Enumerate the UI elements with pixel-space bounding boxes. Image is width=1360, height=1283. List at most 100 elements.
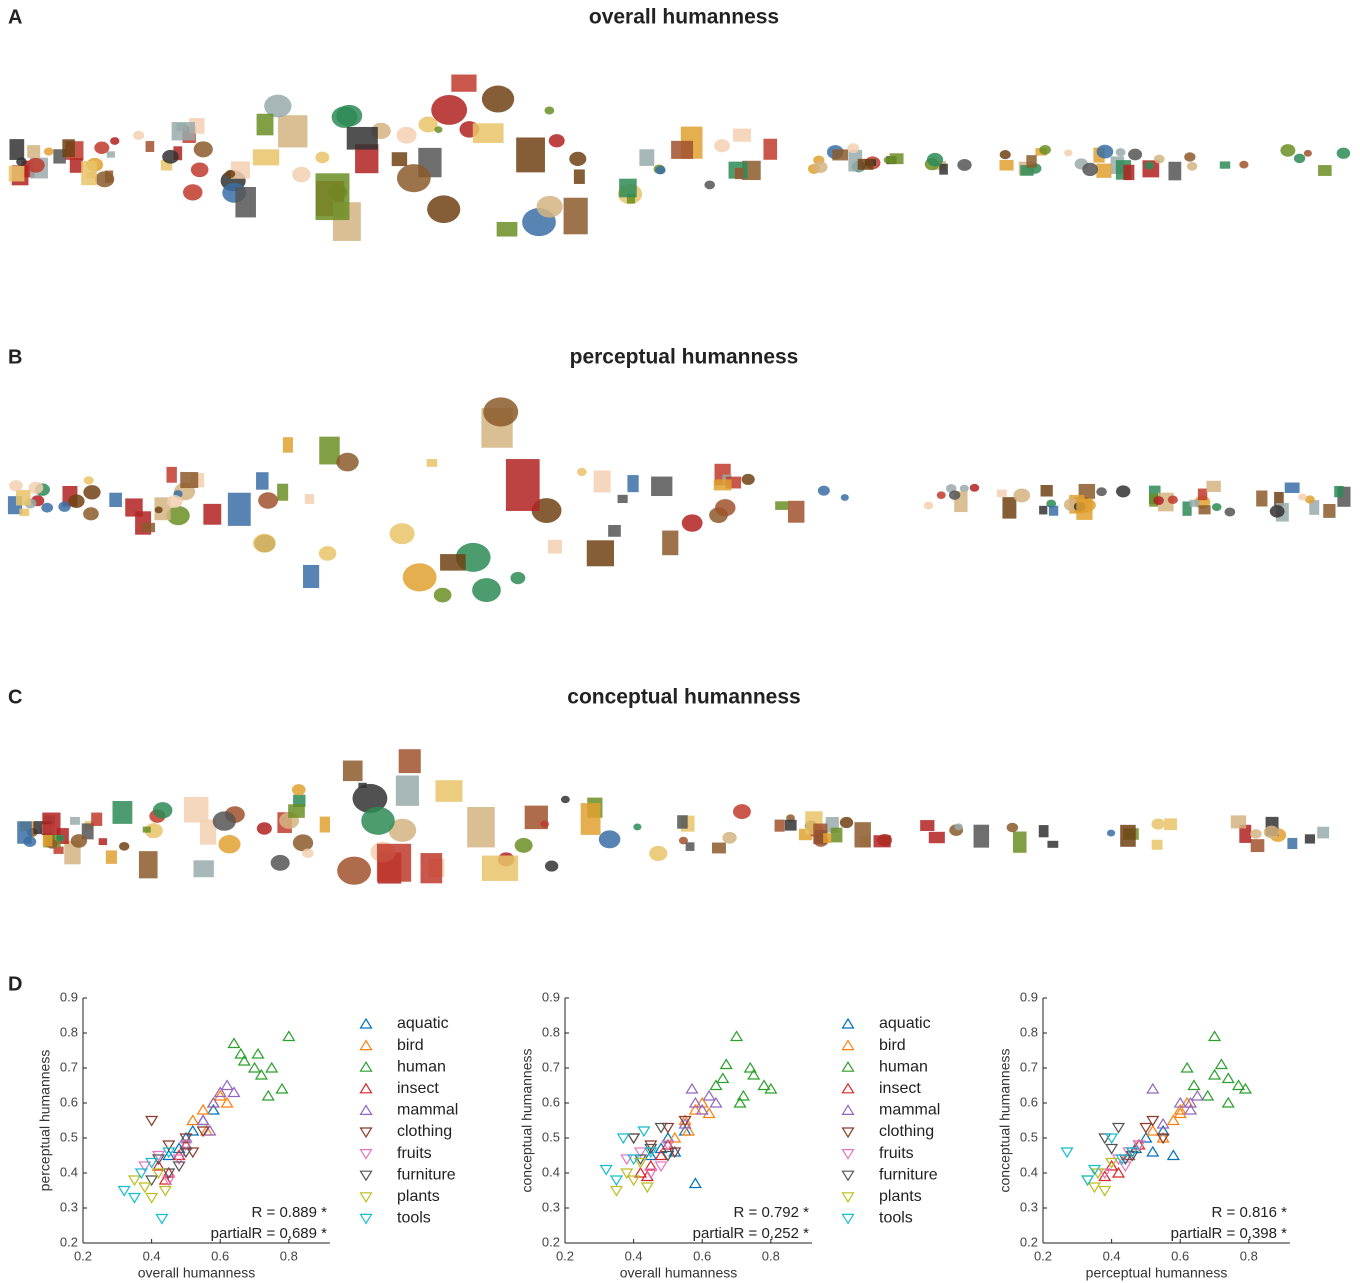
data-point [757, 1079, 771, 1091]
object-image [725, 476, 742, 489]
panel-title: perceptual humanness [570, 346, 799, 369]
object-image [106, 151, 115, 158]
data-point [1173, 1103, 1187, 1115]
data-point [179, 1147, 193, 1159]
object-image [787, 500, 805, 523]
legend-marker [841, 1061, 855, 1072]
object-image [138, 851, 158, 879]
object-image [1198, 505, 1211, 515]
data-point [155, 1213, 169, 1225]
object-image [704, 180, 716, 190]
annotation: R = 0.816 * [1212, 1204, 1288, 1221]
object-image [633, 823, 642, 831]
object-image [1026, 155, 1037, 168]
object-image [873, 835, 891, 848]
object-image [427, 195, 461, 224]
object-image [617, 494, 628, 504]
data-point [172, 1154, 186, 1166]
object-image [141, 522, 156, 533]
object-image [183, 184, 203, 201]
object-image [481, 855, 519, 881]
data-point [1221, 1072, 1235, 1084]
object-image [677, 815, 688, 829]
data-point [1180, 1061, 1194, 1073]
data-point [186, 1114, 200, 1126]
object-image [1239, 160, 1249, 169]
object-image [16, 157, 27, 167]
object-image [1211, 503, 1222, 512]
object-image [1274, 491, 1284, 507]
object-image [91, 812, 103, 826]
object-image [292, 166, 311, 183]
legend-marker [359, 1170, 373, 1182]
legend-marker [841, 1149, 855, 1160]
data-point [145, 1192, 159, 1204]
legend-label: bird [879, 1037, 906, 1054]
data-point [668, 1147, 682, 1159]
object-image [1293, 153, 1306, 164]
data-point [620, 1168, 634, 1180]
y-tick-label: 0.2 [60, 1234, 78, 1249]
data-point [640, 1182, 654, 1194]
object-image [9, 139, 25, 160]
object-image [714, 139, 730, 153]
object-image [42, 812, 61, 835]
object-image [1250, 829, 1262, 839]
legend-marker [359, 1039, 373, 1051]
object-image [1336, 147, 1351, 159]
legend-label: insect [397, 1080, 439, 1097]
object-image [342, 760, 363, 782]
data-point [1190, 1089, 1204, 1101]
y-tick-label: 0.2 [1020, 1234, 1038, 1249]
legend-label: aquatic [397, 1015, 449, 1032]
object-image [1318, 165, 1332, 176]
object-image [227, 492, 251, 526]
object-image [1123, 164, 1135, 181]
object-image [1096, 163, 1112, 178]
data-point [719, 1058, 733, 1070]
legend-label: tools [879, 1210, 913, 1227]
x-tick-label: 0.8 [280, 1248, 298, 1263]
data-point [261, 1089, 275, 1101]
object-image [180, 472, 199, 489]
object-image [26, 157, 45, 173]
object-image [1298, 493, 1307, 501]
object-image [1184, 152, 1196, 162]
object-image [573, 169, 585, 184]
data-point [709, 1096, 723, 1108]
object-image [162, 149, 179, 164]
object-image [626, 194, 636, 204]
object-image [957, 158, 972, 171]
object-image [563, 197, 588, 235]
data-point [251, 1047, 265, 1059]
object-image [548, 134, 565, 148]
legend-marker [841, 1017, 855, 1029]
data-point [1201, 1089, 1215, 1101]
object-image [264, 94, 292, 118]
object-image [8, 165, 25, 182]
object-image [580, 803, 601, 835]
object-image [883, 156, 893, 164]
y-tick-label: 0.4 [60, 1164, 78, 1179]
data-point [162, 1140, 176, 1152]
object-image [331, 106, 358, 128]
object-image [608, 524, 621, 537]
data-point [729, 1030, 744, 1042]
object-image [83, 485, 101, 500]
data-point [138, 1182, 152, 1194]
data-point [151, 1154, 166, 1166]
object-image [948, 490, 961, 500]
object-image [840, 494, 849, 501]
object-image [1038, 825, 1049, 838]
data-point [644, 1168, 658, 1180]
y-tick-label: 0.6 [1020, 1094, 1038, 1109]
data-point [644, 1147, 658, 1159]
data-point [654, 1149, 668, 1161]
y-tick-label: 0.8 [60, 1024, 78, 1039]
object-image [58, 501, 71, 512]
data-point [1238, 1082, 1252, 1094]
data-point [616, 1133, 630, 1145]
object-image [545, 860, 559, 872]
object-image [173, 146, 183, 161]
